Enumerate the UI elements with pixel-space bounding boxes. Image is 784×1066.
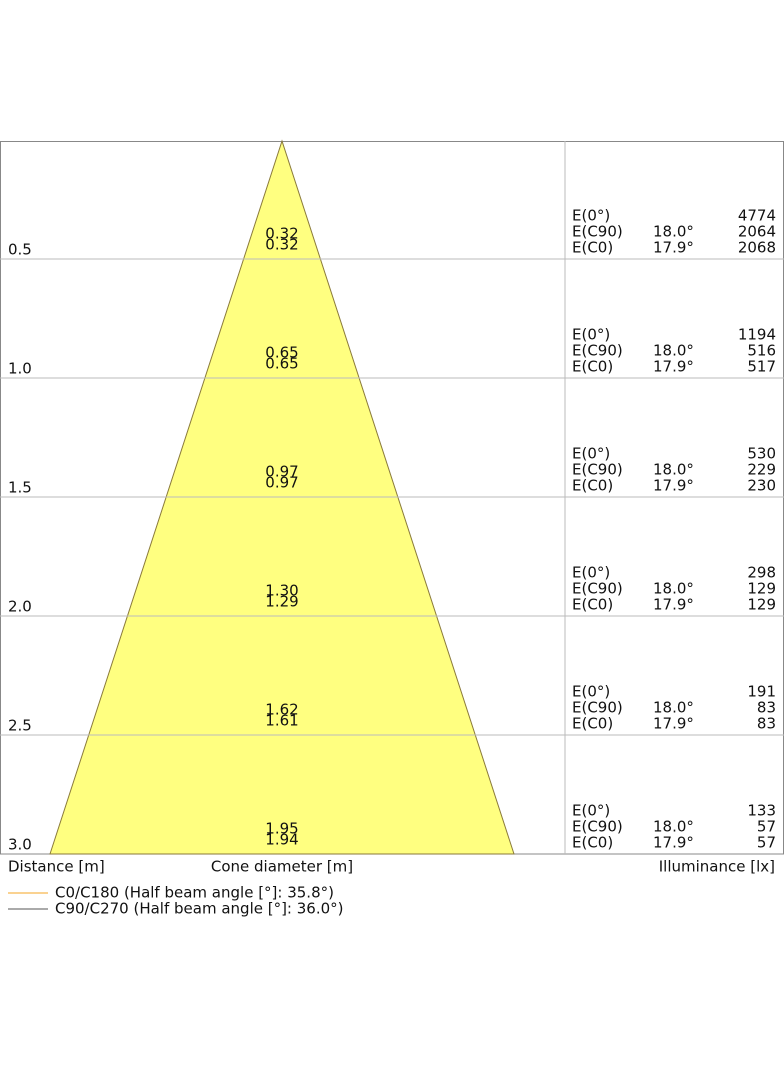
distance-label: 2.0 <box>8 598 32 616</box>
illuminance-value: 516 <box>747 342 776 360</box>
legend-label: C90/C270 (Half beam angle [°]: 36.0°) <box>55 900 344 918</box>
cone-diameter: 1.29 <box>265 593 298 611</box>
angle: 17.9° <box>653 239 694 257</box>
angle: 17.9° <box>653 834 694 852</box>
cone-diameter: 0.32 <box>265 236 298 254</box>
angle: 17.9° <box>653 358 694 376</box>
illuminance-value: 517 <box>747 358 776 376</box>
illuminance-label: E(C90) <box>572 223 623 241</box>
illuminance-label: E(C90) <box>572 342 623 360</box>
illuminance-value: 4774 <box>738 207 776 225</box>
illuminance-value: 133 <box>747 802 776 820</box>
illuminance-value: 129 <box>747 580 776 598</box>
illuminance-value: 230 <box>747 477 776 495</box>
axis-label: Illuminance [lx] <box>659 858 775 876</box>
illuminance-label: E(C90) <box>572 699 623 717</box>
distance-label: 0.5 <box>8 241 32 259</box>
illuminance-value: 530 <box>747 445 776 463</box>
illuminance-value: 83 <box>757 715 776 733</box>
illuminance-label: E(C0) <box>572 477 613 495</box>
angle: 18.0° <box>653 342 694 360</box>
cone-diameter: 1.95 <box>265 820 298 838</box>
illuminance-label: E(0°) <box>572 564 610 582</box>
angle: 18.0° <box>653 699 694 717</box>
illuminance-label: E(0°) <box>572 207 610 225</box>
cone-diameter: 0.97 <box>265 474 298 492</box>
angle: 17.9° <box>653 596 694 614</box>
distance-label: 1.5 <box>8 479 32 497</box>
illuminance-label: E(C0) <box>572 358 613 376</box>
cone-diameter: 0.32 <box>265 225 298 243</box>
distance-label: 3.0 <box>8 836 32 854</box>
illuminance-label: E(0°) <box>572 802 610 820</box>
cone-diameter: 1.94 <box>265 831 298 849</box>
legend-label: C0/C180 (Half beam angle [°]: 35.8°) <box>55 884 334 902</box>
illuminance-value: 57 <box>757 818 776 836</box>
illuminance-value: 57 <box>757 834 776 852</box>
distance-label: 1.0 <box>8 360 32 378</box>
angle: 18.0° <box>653 223 694 241</box>
illuminance-value: 191 <box>747 683 776 701</box>
angle: 18.0° <box>653 580 694 598</box>
cone-diameter: 0.65 <box>265 355 298 373</box>
illuminance-label: E(0°) <box>572 445 610 463</box>
illuminance-label: E(C90) <box>572 580 623 598</box>
illuminance-value: 2068 <box>738 239 776 257</box>
illuminance-label: E(C0) <box>572 834 613 852</box>
illuminance-value: 1194 <box>738 326 776 344</box>
axis-label: Cone diameter [m] <box>211 858 353 876</box>
illuminance-label: E(C0) <box>572 715 613 733</box>
angle: 17.9° <box>653 477 694 495</box>
illuminance-value: 2064 <box>738 223 776 241</box>
cone-diameter: 1.62 <box>265 701 298 719</box>
illuminance-value: 298 <box>747 564 776 582</box>
illuminance-label: E(C0) <box>572 239 613 257</box>
illuminance-value: 83 <box>757 699 776 717</box>
distance-label: 2.5 <box>8 717 32 735</box>
illuminance-label: E(C90) <box>572 461 623 479</box>
illuminance-value: 229 <box>747 461 776 479</box>
angle: 17.9° <box>653 715 694 733</box>
angle: 18.0° <box>653 461 694 479</box>
illuminance-label: E(0°) <box>572 683 610 701</box>
cone-diameter: 1.30 <box>265 582 298 600</box>
cone-diameter: 1.61 <box>265 712 298 730</box>
cone-diameter: 0.97 <box>265 463 298 481</box>
cone-diameter: 0.65 <box>265 344 298 362</box>
angle: 18.0° <box>653 818 694 836</box>
illuminance-value: 129 <box>747 596 776 614</box>
illuminance-label: E(C90) <box>572 818 623 836</box>
axis-label: Distance [m] <box>8 858 105 876</box>
illuminance-label: E(C0) <box>572 596 613 614</box>
illuminance-label: E(0°) <box>572 326 610 344</box>
